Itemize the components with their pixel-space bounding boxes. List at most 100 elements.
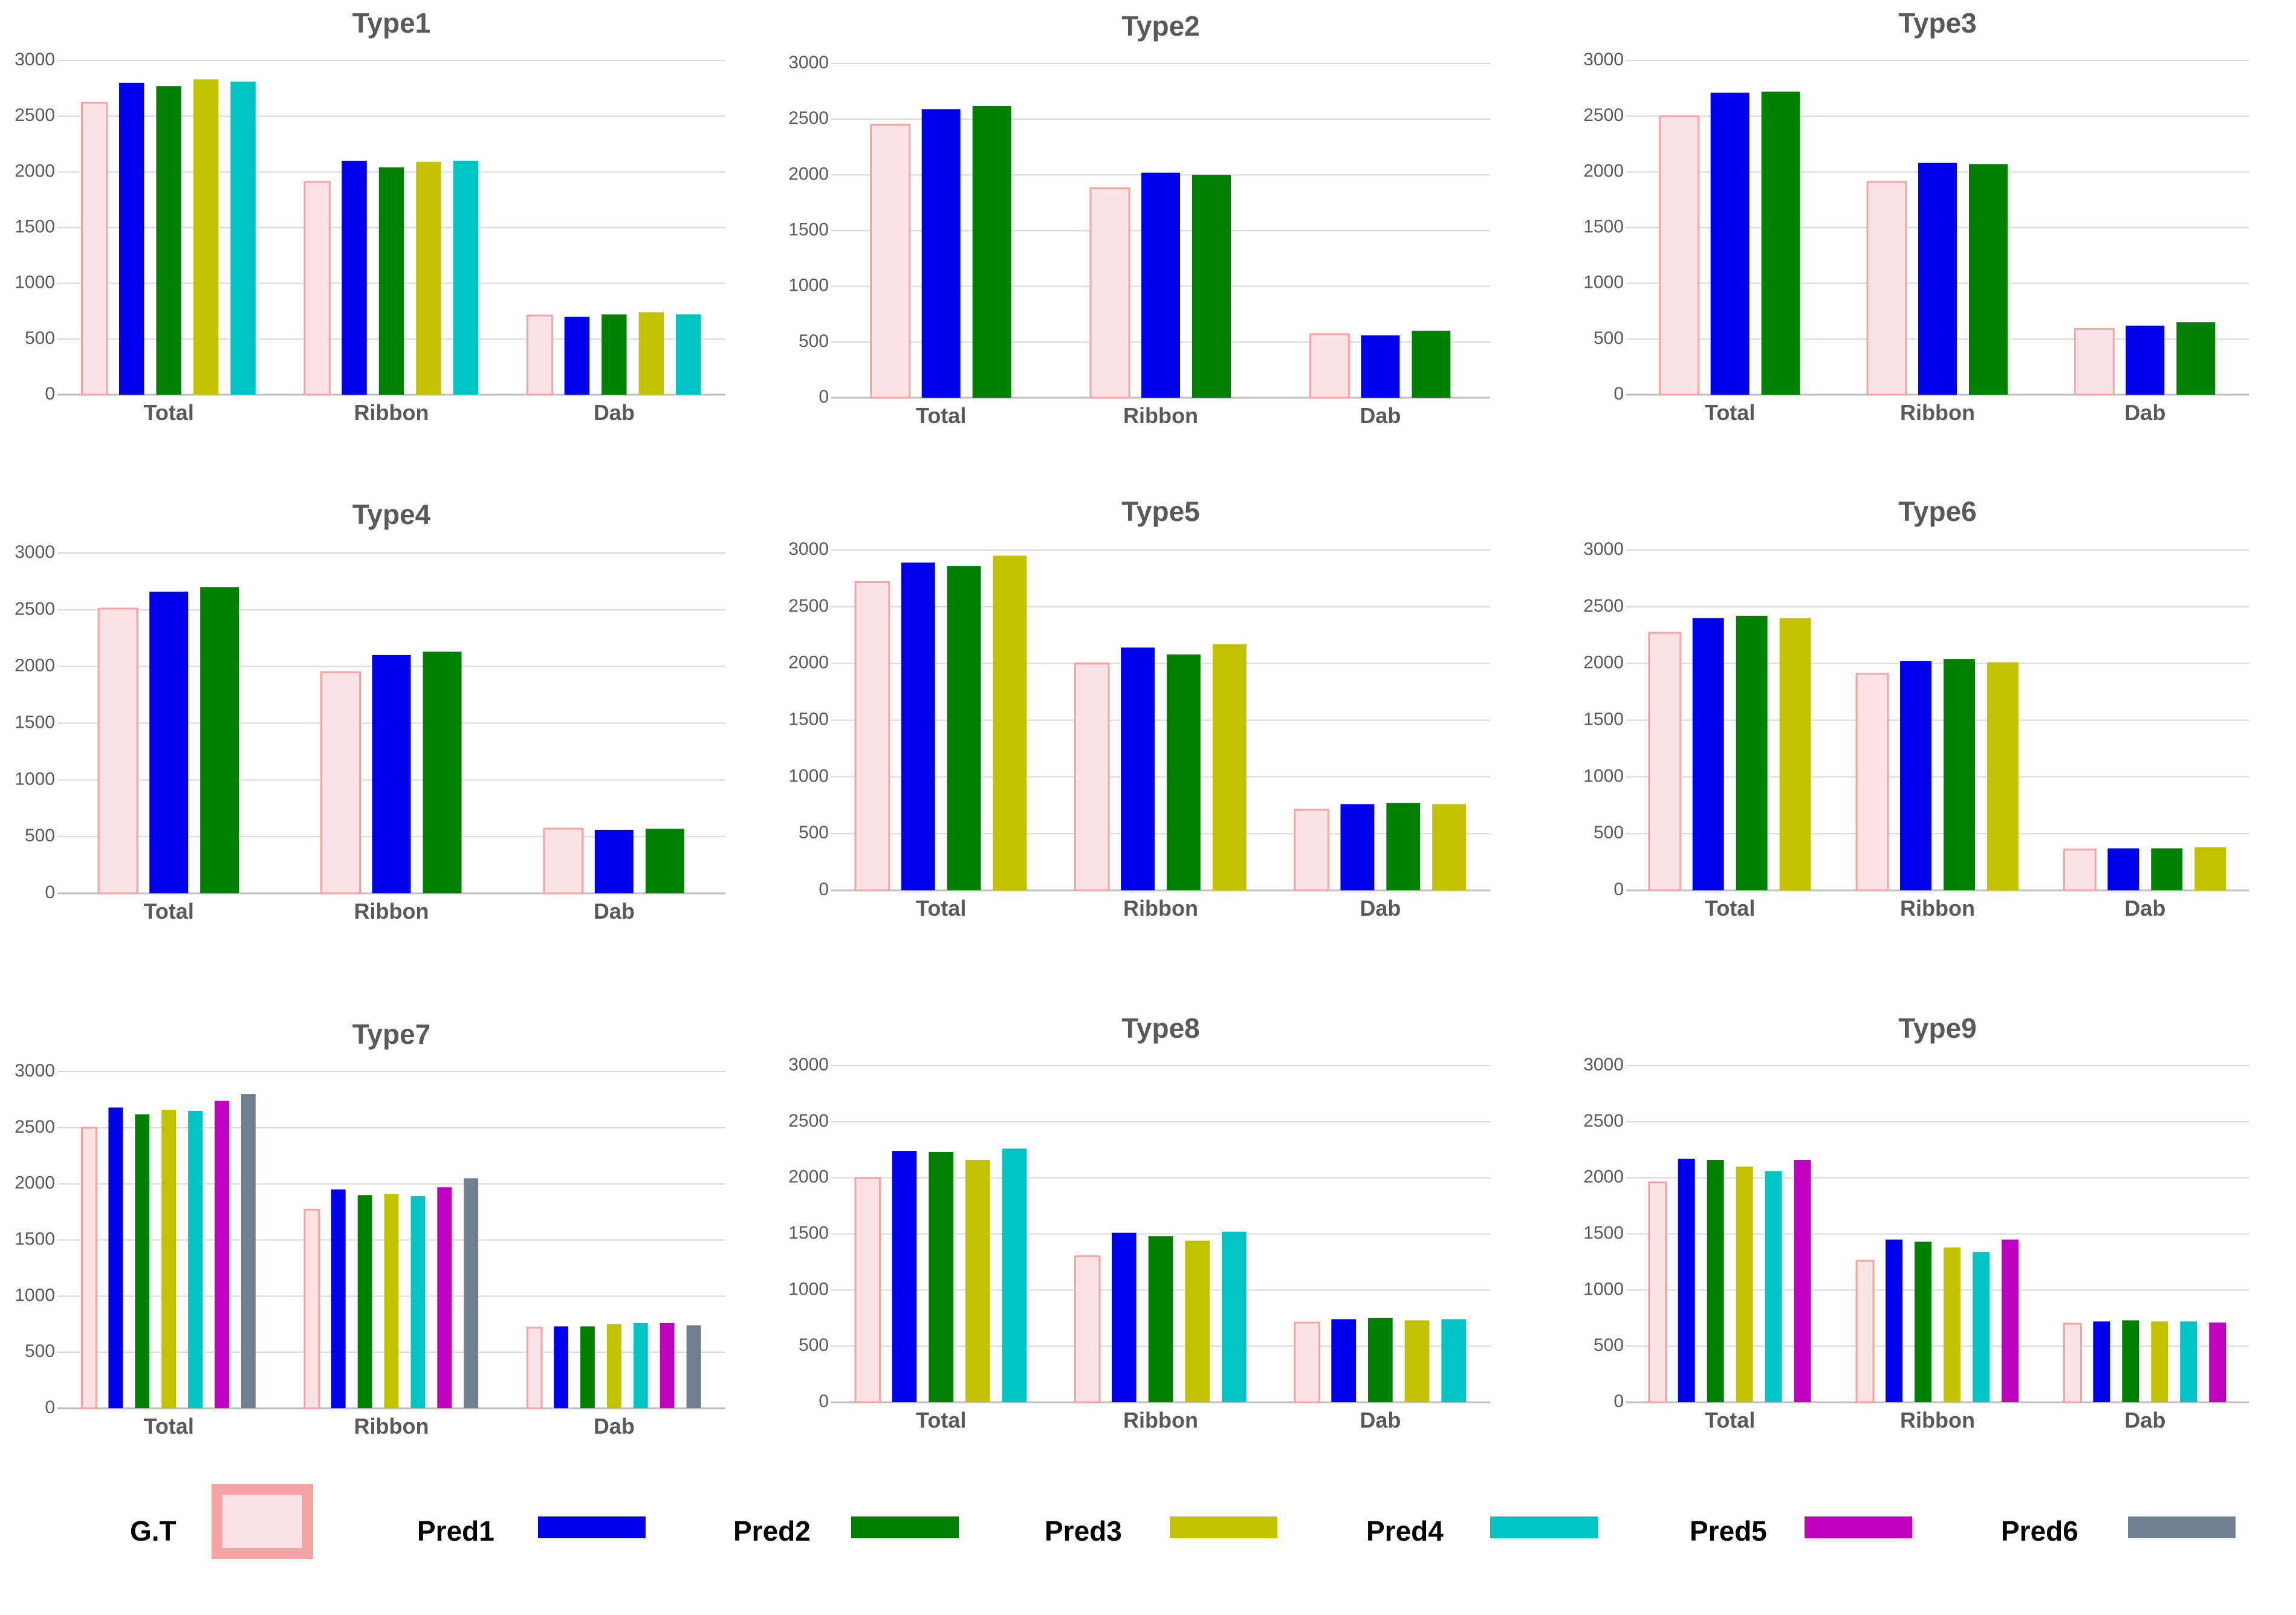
- charts-grid: Type1 0 500 1000 1500 2000 2500 3000 Total Ribbon…: [15, 7, 2249, 1439]
- bar-g-t-dab: [2063, 1322, 2082, 1403]
- bar-pred2-total: [200, 587, 239, 893]
- bar-g-t-total: [81, 1127, 97, 1409]
- x-tick-label: Ribbon: [354, 1414, 429, 1439]
- bar-pred1-dab: [1361, 335, 1400, 398]
- bar-pred4-total: [188, 1110, 203, 1408]
- y-tick-label: 2000: [1583, 653, 1624, 673]
- bar-pred3-dab: [606, 1324, 621, 1408]
- x-tick-label: Total: [144, 899, 194, 924]
- bar-pred1-dab: [2107, 848, 2139, 890]
- y-tick-label: 2000: [15, 1173, 55, 1193]
- x-tick-label: Ribbon: [1123, 1408, 1198, 1432]
- bar-pred3-ribbon: [416, 161, 441, 395]
- legend-swatch-pred3: [1170, 1516, 1277, 1538]
- bar-g-t-ribbon: [1074, 1255, 1101, 1403]
- y-tick-label: 1500: [788, 709, 829, 729]
- y-tick-label: 1500: [788, 1223, 829, 1243]
- y-tick-label: 0: [1613, 879, 1624, 899]
- chart-type9: Type9 0 500 1000 1500 2000 2500 3000 Total Ribbon…: [1583, 1012, 2249, 1432]
- bar-g-t-ribbon: [303, 181, 331, 396]
- chart-title: Type9: [1898, 1012, 1977, 1044]
- bar-pred1-ribbon: [1111, 1232, 1137, 1402]
- bar-pred2-ribbon: [1944, 659, 1975, 890]
- y-tick-label: 0: [819, 387, 829, 407]
- bar-g-t-dab: [1294, 1321, 1320, 1403]
- bar-pred4-dab: [676, 314, 701, 395]
- y-tick-label: 1500: [1583, 709, 1624, 729]
- legend-label-pred6: Pred6: [2001, 1515, 2078, 1547]
- x-tick-label: Ribbon: [1900, 400, 1975, 425]
- y-tick-label: 2000: [788, 653, 829, 673]
- x-tick-label: Dab: [2124, 400, 2165, 425]
- chart-title: Type7: [352, 1018, 431, 1050]
- bar-g-t-ribbon: [1855, 1260, 1875, 1403]
- bar-pred1-dab: [594, 829, 634, 893]
- bar-g-t-total: [854, 1177, 881, 1403]
- y-tick-label: 500: [25, 1341, 55, 1361]
- bar-pred3-dab: [2194, 847, 2226, 890]
- bar-pred4-total: [230, 82, 256, 395]
- bar-pred6-total: [241, 1094, 256, 1408]
- bar-pred2-ribbon: [1915, 1241, 1931, 1402]
- bar-pred5-dab: [2209, 1322, 2226, 1402]
- bar-pred5-ribbon: [2001, 1239, 2019, 1402]
- bar-pred2-ribbon: [423, 652, 462, 893]
- y-tick-label: 1000: [1583, 273, 1624, 293]
- bar-pred1-ribbon: [1121, 647, 1155, 890]
- bar-g-t-ribbon: [320, 671, 361, 895]
- bar-pred1-dab: [554, 1326, 568, 1408]
- chart-type2: Type2 0 500 1000 1500 2000 2500 3000 Total Ribbon…: [788, 10, 1490, 428]
- legend-swatch-pred1: [538, 1516, 646, 1538]
- bar-g-t-dab: [543, 827, 584, 895]
- bar-pred3-dab: [2151, 1321, 2168, 1402]
- y-tick-label: 1500: [1583, 1223, 1624, 1243]
- bar-pred4-ribbon: [1222, 1231, 1247, 1402]
- y-tick-label: 1000: [788, 766, 829, 786]
- chart-type1: Type1 0 500 1000 1500 2000 2500 3000 Total Ribbon…: [15, 7, 725, 425]
- bar-g-t-dab: [2063, 848, 2097, 892]
- bar-g-t-ribbon: [1855, 673, 1889, 892]
- bar-pred2-dab: [2122, 1320, 2139, 1402]
- legend: G.T Pred1 Pred2 Pred3 Pred4 Pred5 Pred6: [0, 1475, 2296, 1615]
- legend-label-pred5: Pred5: [1690, 1515, 1767, 1547]
- y-tick-label: 0: [819, 879, 829, 899]
- y-tick-label: 500: [799, 1335, 829, 1355]
- y-tick-label: 1500: [788, 219, 829, 239]
- bar-pred1-ribbon: [342, 160, 367, 395]
- chart-title: Type4: [352, 499, 431, 530]
- chart-type5: Type5 0 500 1000 1500 2000 2500 3000 Total Ribbon…: [788, 496, 1490, 921]
- x-tick-label: Dab: [1360, 896, 1401, 921]
- bar-g-t-ribbon: [1089, 187, 1130, 399]
- bar-pred2-total: [972, 106, 1011, 398]
- bar-pred1-total: [108, 1107, 123, 1408]
- bar-pred1-dab: [2126, 325, 2165, 395]
- bar-pred3-total: [1736, 1167, 1753, 1402]
- bar-pred4-ribbon: [453, 160, 479, 395]
- bar-pred3-total: [965, 1159, 990, 1402]
- y-tick-label: 500: [799, 823, 829, 843]
- y-tick-label: 3000: [15, 50, 55, 70]
- y-tick-label: 3000: [15, 1061, 55, 1081]
- bar-pred2-total: [1707, 1159, 1724, 1402]
- bar-pred1-total: [1710, 92, 1750, 395]
- bar-pred1-dab: [564, 316, 590, 395]
- x-tick-label: Ribbon: [1123, 896, 1198, 921]
- y-tick-label: 3000: [788, 539, 829, 559]
- bar-g-t-ribbon: [1074, 662, 1110, 892]
- y-tick-label: 1500: [15, 712, 55, 732]
- bar-pred2-dab: [1367, 1318, 1393, 1402]
- legend-swatch-pred6: [2128, 1516, 2236, 1538]
- bar-pred6-ribbon: [464, 1178, 479, 1408]
- y-tick-label: 2500: [15, 599, 55, 619]
- legend-swatch-gt: [212, 1484, 313, 1559]
- bar-pred1-dab: [1340, 804, 1375, 890]
- bar-pred3-ribbon: [1944, 1247, 1960, 1402]
- legend-label-gt: G.T: [130, 1515, 177, 1547]
- y-tick-label: 2000: [15, 656, 55, 676]
- y-tick-label: 1500: [1583, 216, 1624, 236]
- y-tick-label: 2000: [788, 1167, 829, 1187]
- y-tick-label: 3000: [788, 1055, 829, 1075]
- y-tick-label: 3000: [788, 53, 829, 73]
- bar-pred1-ribbon: [372, 655, 411, 893]
- y-tick-label: 500: [25, 328, 55, 348]
